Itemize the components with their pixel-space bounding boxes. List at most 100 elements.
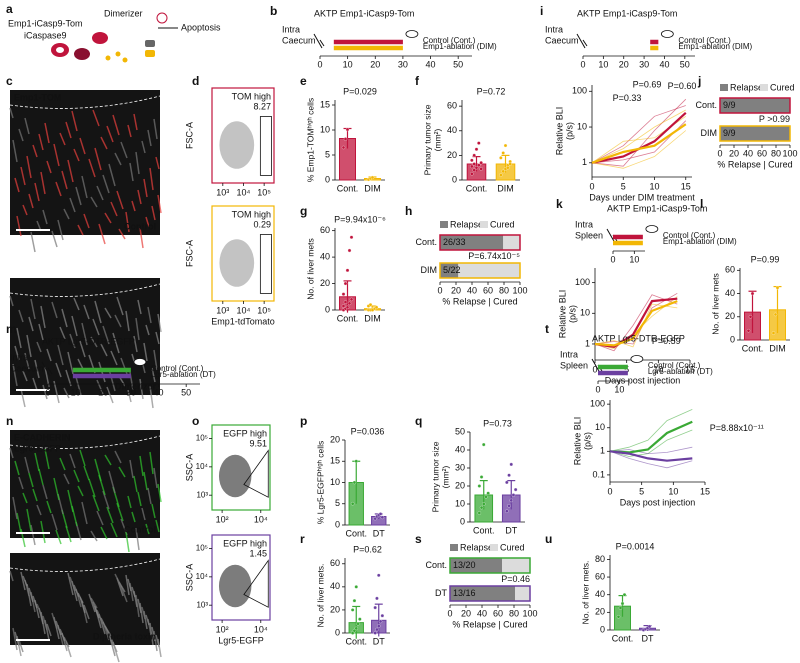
micrograph-texture [30,524,36,546]
micrograph-texture [69,453,76,469]
y-tick-label: 100 [590,399,605,409]
y-tick-label: 20 [330,434,340,444]
y-tick-label: 40 [595,589,605,599]
y-tick-label: 30 [455,462,465,472]
data-point [746,328,751,333]
micrograph-texture [127,389,132,403]
micrograph-texture [42,484,48,500]
data-point [356,622,360,626]
x-tick-label: 80 [499,285,509,295]
y-tick-label: 10 [330,477,340,487]
micrograph-texture [42,615,48,631]
legend-label: Control (Cont.) [423,36,476,45]
timeline-tick-label: 10 [71,387,81,397]
y-tick-label: 40 [330,581,340,591]
data-point [343,281,348,286]
micrograph-texture [28,587,34,603]
micrograph-texture [65,369,72,387]
micrograph-texture [51,513,58,531]
y-axis-label: (mm²) [440,466,450,489]
panel-letter: u [545,532,552,546]
micrograph-texture [139,378,144,400]
y-tick-label: 0 [730,334,735,344]
data-point [470,172,474,176]
p-value: P=0.46 [501,574,530,584]
micrograph-texture [137,491,142,507]
micrograph-texture [129,459,134,479]
y-axis-label: No. of liver mets [710,273,720,334]
x-tick-label: 0 [592,364,597,374]
panel-letter: l [700,197,703,211]
category-label: Cont. [695,100,717,110]
micrograph-texture [145,614,150,626]
p-value: P=0.036 [351,426,385,436]
value-label: 5/22 [443,265,461,275]
y-tick-label: 0 [460,516,465,526]
timeline-tick-label: 10 [598,59,608,69]
micrograph-texture [145,324,150,336]
syringe-icon [41,361,53,377]
micrograph-texture [104,454,112,466]
micrograph-texture [151,367,156,383]
data-point [354,459,358,463]
micrograph-texture [79,340,86,358]
micrograph-texture [79,137,86,155]
y-axis-label: % Lgr5-EGFPʰⁱᵍʰ cells [315,441,325,525]
x-tick-label: 20 [461,608,471,618]
legend-swatch [440,221,448,228]
legend-label: Relapse [460,542,493,552]
y-tick-label: 10 [320,124,330,134]
micrograph-texture [133,335,138,353]
micrograph-texture [96,609,104,625]
panel-letter: d [192,74,199,88]
gate-value: 1.45 [249,548,267,558]
y-tick-label: 10 [580,308,590,318]
micrograph-texture [92,318,100,336]
data-point [750,291,755,296]
data-point [773,312,778,317]
data-point [509,462,513,467]
y-axis-label: (p/s) [564,122,574,140]
data-point [370,175,375,180]
micrograph-texture [24,456,30,474]
micrograph-texture [88,478,96,498]
category-label: Cont. [742,343,764,353]
value-label: 9/9 [723,100,736,110]
micrograph-texture [28,316,34,332]
micrograph-texture [81,322,88,346]
micrograph-texture [149,167,154,191]
site-label: Caecum [282,35,316,45]
micrograph-texture [141,606,146,620]
micrograph-texture [55,362,62,378]
micrograph-texture [83,304,90,320]
panel-letter: r [300,532,305,546]
y-tick-label: 10 [595,422,605,432]
legend-swatch [760,84,768,91]
legend-label: Relapse [730,82,763,92]
y-axis-label: FSC-A [184,240,194,267]
data-point [470,164,474,169]
p-value: P=8.88x10⁻¹¹ [710,423,764,433]
micrograph-texture [118,466,126,478]
panel-letter: a [6,2,13,16]
micrograph-texture [90,597,98,609]
data-point [373,631,377,635]
p-value: P >0.99 [759,114,790,124]
schematic-icons [51,12,178,63]
y-tick-label: 40 [447,125,457,135]
complex-icon [145,50,155,57]
mouse-line [591,109,686,164]
micrograph-texture [127,495,132,509]
micrograph-texture [14,460,20,476]
micrograph-texture [22,575,28,587]
mouse-icon [630,355,644,363]
x-tick-label: 10⁴ [254,624,268,634]
y-axis-label: (mm²) [432,129,442,152]
trend-line [591,123,687,164]
p-value: P=0.60 [668,81,697,91]
micrograph-texture [104,212,112,224]
trend-line [609,450,693,462]
data-point [347,248,352,253]
timeline-tick-label: 50 [181,387,191,397]
micrograph-texture [24,117,30,135]
